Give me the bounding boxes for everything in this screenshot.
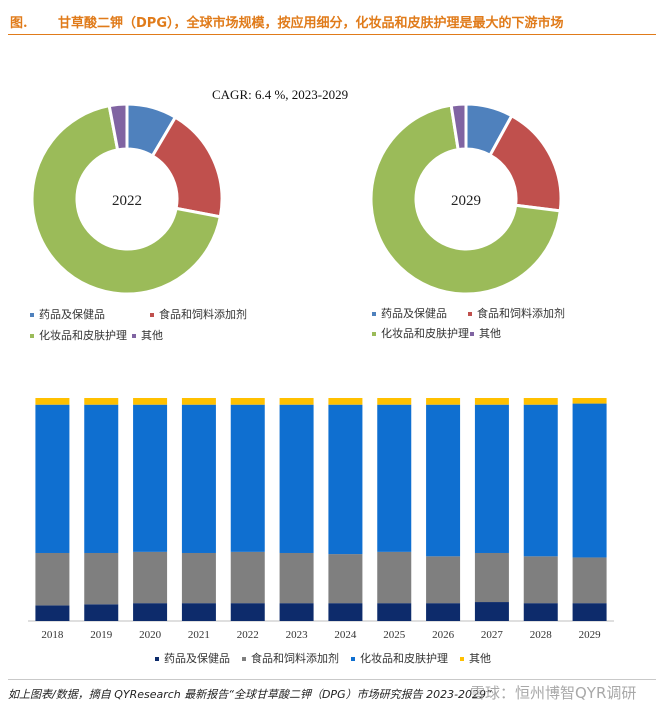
bar-2021-seg-2 [181, 552, 216, 604]
bar-2027-seg-4 [474, 398, 509, 405]
legend-swatch [468, 312, 472, 316]
bar-2024-seg-4 [328, 398, 363, 405]
legend-bar-item-2: 食品和饲料添加剂 [242, 650, 339, 666]
bar-2019-seg-1 [84, 604, 119, 621]
legend-swatch [132, 334, 136, 338]
footer-divider [8, 679, 656, 680]
legend-swatch [30, 334, 34, 338]
bar-2020-seg-1 [133, 603, 168, 621]
legend-bar-item-4: 其他 [460, 650, 491, 666]
bar-2019-seg-4 [84, 398, 119, 405]
bar-2027-seg-1 [474, 602, 509, 621]
bar-2023-seg-4 [279, 398, 314, 405]
x-tick-label-2018: 2018 [41, 629, 64, 641]
bar-2022-seg-1 [230, 603, 265, 621]
legend-right-item-1: 药品及保健品 [372, 305, 447, 321]
bar-2028-seg-1 [523, 603, 558, 621]
legend-swatch [460, 657, 464, 661]
bar-2026-seg-2 [426, 556, 461, 604]
legend-swatch [30, 313, 34, 317]
bar-2022-seg-4 [230, 398, 265, 405]
cagr-annotation: CAGR: 6.4 %, 2023-2029 [212, 87, 349, 102]
bar-2026-seg-4 [426, 398, 461, 405]
bar-2021-seg-1 [181, 603, 216, 621]
legend-swatch [150, 313, 154, 317]
legend-right-item-3: 化妆品和皮肤护理 [372, 325, 469, 341]
x-tick-label-2024: 2024 [334, 629, 357, 641]
legend-left-item-2: 食品和饲料添加剂 [150, 306, 247, 322]
bar-2022-seg-3 [230, 404, 265, 552]
x-tick-label-2023: 2023 [286, 629, 309, 641]
x-tick-label-2020: 2020 [139, 629, 162, 641]
bar-2029-seg-4 [572, 398, 607, 404]
donut-2029-slice-3 [369, 103, 562, 296]
figure-title: 甘草酸二钾（DPG），全球市场规模，按应用细分，化妆品和皮肤护理是最大的下游市场 [58, 16, 564, 31]
donut-2022-slice-4 [107, 102, 129, 152]
bar-2018-seg-4 [35, 398, 70, 405]
bar-2023-seg-2 [279, 552, 314, 604]
legend-bar-item-3: 化妆品和皮肤护理 [351, 650, 448, 666]
legend-swatch [155, 657, 159, 661]
legend-swatch [372, 332, 376, 336]
legend-swatch [470, 332, 474, 336]
bar-2024-seg-1 [328, 603, 363, 621]
bar-2020-seg-4 [133, 398, 168, 405]
x-tick-label-2028: 2028 [530, 629, 553, 641]
bar-2019-seg-3 [84, 404, 119, 553]
bar-2028-seg-2 [523, 556, 558, 604]
legend-swatch [372, 312, 376, 316]
bar-2024-seg-3 [328, 404, 363, 555]
bar-2029-seg-3 [572, 403, 607, 558]
bar-2023-seg-1 [279, 603, 314, 621]
bar-2026-seg-3 [426, 404, 461, 557]
x-tick-label-2029: 2029 [579, 629, 602, 641]
bar-2021-seg-4 [181, 398, 216, 405]
bar-2021-seg-3 [181, 404, 216, 553]
donut-2029-slice-4 [449, 102, 468, 152]
x-tick-label-2027: 2027 [481, 629, 504, 641]
legend-swatch [351, 657, 355, 661]
bar-2023-seg-3 [279, 404, 314, 553]
donut-2022-slice-3 [30, 103, 223, 296]
bar-2018-seg-2 [35, 552, 70, 606]
bar-2024-seg-2 [328, 554, 363, 604]
bar-2022-seg-2 [230, 551, 265, 604]
x-tick-label-2026: 2026 [432, 629, 455, 641]
bar-2020-seg-3 [133, 404, 168, 552]
bar-2018-seg-3 [35, 404, 70, 553]
figure-header: 图. 甘草酸二钾（DPG），全球市场规模，按应用细分，化妆品和皮肤护理是最大的下… [8, 8, 656, 35]
x-tick-label-2019: 2019 [90, 629, 113, 641]
donut-2029-center-label: 2029 [451, 193, 481, 209]
legend-left-item-3: 化妆品和皮肤护理 [30, 327, 127, 343]
bar-2025-seg-1 [377, 603, 412, 621]
bar-2025-seg-2 [377, 551, 412, 604]
legend-left-item-1: 药品及保健品 [30, 306, 105, 322]
figure-label: 图. [10, 16, 28, 31]
bar-2020-seg-2 [133, 551, 168, 604]
bar-2026-seg-1 [426, 603, 461, 621]
bar-2018-seg-1 [35, 605, 70, 621]
bar-2028-seg-3 [523, 404, 558, 557]
bar-2025-seg-4 [377, 398, 412, 405]
x-tick-label-2025: 2025 [383, 629, 406, 641]
x-tick-label-2021: 2021 [188, 629, 210, 641]
legend-left-item-4: 其他 [132, 327, 163, 343]
bar-2019-seg-2 [84, 552, 119, 605]
bar-2029-seg-1 [572, 603, 607, 621]
x-tick-label-2022: 2022 [237, 629, 259, 641]
source-note: 如上图表/数据，摘自 QYResearch 最新报告“全球甘草酸二钾（DPG）市… [8, 688, 492, 701]
watermark: 雪球：恒州博智QYR调研 [470, 684, 637, 702]
bar-2027-seg-2 [474, 552, 509, 603]
legend-bar-item-1: 药品及保健品 [155, 650, 230, 666]
legend-right-item-4: 其他 [470, 325, 501, 341]
bar-2029-seg-2 [572, 557, 607, 604]
legend-right-item-2: 食品和饲料添加剂 [468, 305, 565, 321]
legend-swatch [242, 657, 246, 661]
donut-2022-center-label: 2022 [112, 193, 142, 209]
bar-2025-seg-3 [377, 404, 412, 552]
bar-2028-seg-4 [523, 398, 558, 405]
bar-2027-seg-3 [474, 404, 509, 553]
